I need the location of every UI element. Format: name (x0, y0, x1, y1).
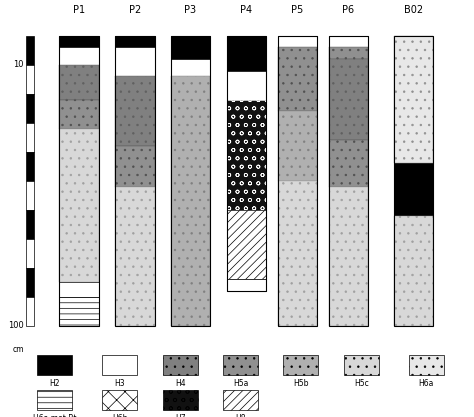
Bar (227, 36, 266, 291)
Bar (115, 47, 155, 76)
Bar (394, 216, 433, 326)
Bar (278, 111, 317, 181)
Bar (59, 36, 99, 326)
Bar (171, 36, 210, 326)
Bar (26, 152, 35, 181)
Bar (329, 59, 368, 140)
Text: B02: B02 (404, 5, 423, 15)
Bar (329, 140, 368, 186)
Bar (278, 181, 317, 326)
Bar (102, 389, 137, 410)
Bar (329, 36, 368, 47)
Bar (171, 36, 210, 59)
Bar (329, 36, 368, 326)
Bar (115, 36, 155, 47)
Bar (115, 146, 155, 186)
Bar (278, 36, 317, 326)
Bar (37, 355, 72, 375)
Text: P2: P2 (128, 5, 141, 15)
Text: P6: P6 (342, 5, 355, 15)
Bar (102, 355, 137, 375)
Bar (59, 65, 99, 100)
Bar (344, 355, 379, 375)
Bar (227, 279, 266, 291)
Text: P3: P3 (184, 5, 197, 15)
Bar (278, 36, 317, 47)
Text: H5b: H5b (293, 379, 309, 389)
Text: H7: H7 (175, 414, 185, 417)
Text: P1: P1 (73, 5, 85, 15)
Text: H8: H8 (235, 414, 246, 417)
Bar (329, 186, 368, 326)
Bar (26, 94, 35, 123)
Bar (26, 123, 35, 152)
Text: P5: P5 (291, 5, 303, 15)
Bar (278, 47, 317, 111)
Bar (59, 47, 99, 65)
Bar (59, 128, 99, 282)
Text: H4: H4 (175, 379, 185, 389)
Bar (223, 389, 258, 410)
Bar (227, 100, 266, 210)
Bar (394, 163, 433, 216)
Text: 100: 100 (8, 322, 24, 330)
Bar (223, 355, 258, 375)
Bar (227, 70, 266, 100)
Bar (163, 389, 198, 410)
Bar (329, 47, 368, 59)
Bar (115, 186, 155, 326)
Text: H6a: H6a (419, 379, 434, 389)
Bar (59, 36, 99, 47)
Text: H6b: H6b (112, 414, 128, 417)
Text: 10: 10 (13, 60, 24, 69)
Bar (409, 355, 444, 375)
Bar (171, 59, 210, 76)
Bar (37, 389, 72, 410)
Bar (394, 36, 433, 163)
Text: H6a met Bt: H6a met Bt (33, 414, 76, 417)
Bar (26, 181, 35, 210)
Bar (26, 268, 35, 297)
Bar (115, 36, 155, 326)
Bar (115, 76, 155, 146)
Bar (26, 65, 35, 94)
Bar (26, 239, 35, 268)
Bar (227, 36, 266, 70)
Bar (26, 36, 35, 65)
Bar (59, 282, 99, 297)
Bar (26, 297, 35, 326)
Bar (227, 210, 266, 279)
Bar (171, 76, 210, 326)
Bar (394, 36, 433, 326)
Text: H3: H3 (114, 379, 125, 389)
Bar (26, 210, 35, 239)
Text: cm: cm (12, 344, 24, 354)
Text: P4: P4 (240, 5, 252, 15)
Bar (163, 355, 198, 375)
Text: H5a: H5a (233, 379, 248, 389)
Text: H5c: H5c (354, 379, 369, 389)
Bar (59, 297, 99, 326)
Bar (59, 100, 99, 128)
Text: H2: H2 (49, 379, 60, 389)
Bar (283, 355, 319, 375)
